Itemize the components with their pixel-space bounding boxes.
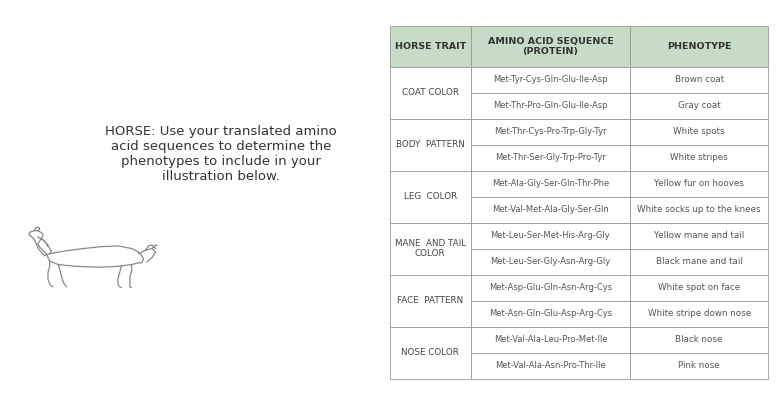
Bar: [390, 67, 471, 119]
Text: Brown coat: Brown coat: [674, 75, 724, 84]
Bar: [471, 327, 630, 353]
Text: White stripe down nose: White stripe down nose: [647, 309, 750, 318]
Text: Met-Ala-Gly-Ser-Gln-Thr-Phe: Met-Ala-Gly-Ser-Gln-Thr-Phe: [492, 179, 609, 188]
Bar: [471, 145, 630, 171]
Text: Met-Asn-Gln-Glu-Asp-Arg-Cys: Met-Asn-Gln-Glu-Asp-Arg-Cys: [489, 309, 612, 318]
Text: Met-Val-Ala-Leu-Pro-Met-Ile: Met-Val-Ala-Leu-Pro-Met-Ile: [494, 335, 608, 344]
Bar: [471, 119, 630, 145]
Bar: [471, 249, 630, 275]
Text: FACE  PATTERN: FACE PATTERN: [397, 296, 463, 305]
Text: Black nose: Black nose: [675, 335, 722, 344]
Bar: [390, 275, 471, 327]
Text: Met-Thr-Ser-Gly-Trp-Pro-Tyr: Met-Thr-Ser-Gly-Trp-Pro-Tyr: [495, 153, 606, 162]
Bar: [630, 353, 768, 379]
Text: White stripes: White stripes: [670, 153, 728, 162]
Text: Black mane and tail: Black mane and tail: [656, 257, 743, 266]
Bar: [630, 26, 768, 67]
Text: HORSE TRAIT: HORSE TRAIT: [395, 42, 466, 51]
Bar: [471, 171, 630, 197]
Bar: [390, 327, 471, 379]
Bar: [630, 119, 768, 145]
Text: Met-Leu-Ser-Gly-Asn-Arg-Gly: Met-Leu-Ser-Gly-Asn-Arg-Gly: [490, 257, 611, 266]
Text: Met-Val-Met-Ala-Gly-Ser-Gln: Met-Val-Met-Ala-Gly-Ser-Gln: [492, 205, 609, 214]
Text: PHENOTYPE: PHENOTYPE: [667, 42, 731, 51]
Bar: [630, 301, 768, 327]
Bar: [630, 327, 768, 353]
Bar: [630, 275, 768, 301]
Text: Met-Leu-Ser-Met-His-Arg-Gly: Met-Leu-Ser-Met-His-Arg-Gly: [490, 231, 611, 240]
Text: LEG  COLOR: LEG COLOR: [404, 192, 457, 201]
Bar: [630, 249, 768, 275]
Bar: [471, 93, 630, 119]
Text: White socks up to the knees: White socks up to the knees: [637, 205, 761, 214]
Text: White spot on face: White spot on face: [658, 283, 740, 292]
Text: Yellow fur on hooves: Yellow fur on hooves: [654, 179, 744, 188]
Bar: [630, 197, 768, 223]
Bar: [630, 223, 768, 249]
Text: Met-Thr-Pro-Gln-Glu-Ile-Asp: Met-Thr-Pro-Gln-Glu-Ile-Asp: [494, 101, 608, 110]
Text: HORSE: Use your translated amino
acid sequences to determine the
phenotypes to i: HORSE: Use your translated amino acid se…: [106, 125, 337, 183]
Text: White spots: White spots: [674, 127, 725, 136]
Bar: [471, 353, 630, 379]
Bar: [471, 301, 630, 327]
Text: Met-Asp-Glu-Gln-Asn-Arg-Cys: Met-Asp-Glu-Gln-Asn-Arg-Cys: [489, 283, 612, 292]
Text: BODY  PATTERN: BODY PATTERN: [396, 140, 465, 149]
Bar: [390, 171, 471, 223]
Bar: [471, 67, 630, 93]
Text: Yellow mane and tail: Yellow mane and tail: [654, 231, 744, 240]
Bar: [471, 197, 630, 223]
Bar: [471, 26, 630, 67]
Bar: [471, 275, 630, 301]
Bar: [390, 223, 471, 275]
Text: Pink nose: Pink nose: [678, 361, 720, 370]
Bar: [390, 26, 471, 67]
Text: Met-Tyr-Cys-Gln-Glu-Ile-Asp: Met-Tyr-Cys-Gln-Glu-Ile-Asp: [494, 75, 608, 84]
Text: MANE  AND TAIL
COLOR: MANE AND TAIL COLOR: [395, 239, 466, 258]
Text: AMINO ACID SEQUENCE
(PROTEIN): AMINO ACID SEQUENCE (PROTEIN): [487, 37, 614, 56]
Text: Gray coat: Gray coat: [677, 101, 720, 110]
Text: COAT COLOR: COAT COLOR: [402, 88, 459, 97]
Text: NOSE COLOR: NOSE COLOR: [401, 348, 459, 357]
Bar: [630, 145, 768, 171]
Text: Met-Thr-Cys-Pro-Trp-Gly-Tyr: Met-Thr-Cys-Pro-Trp-Gly-Tyr: [494, 127, 607, 136]
Bar: [471, 223, 630, 249]
Text: Met-Val-Ala-Asn-Pro-Thr-Ile: Met-Val-Ala-Asn-Pro-Thr-Ile: [495, 361, 606, 370]
Bar: [630, 93, 768, 119]
Bar: [630, 171, 768, 197]
Bar: [390, 119, 471, 171]
Bar: [630, 67, 768, 93]
